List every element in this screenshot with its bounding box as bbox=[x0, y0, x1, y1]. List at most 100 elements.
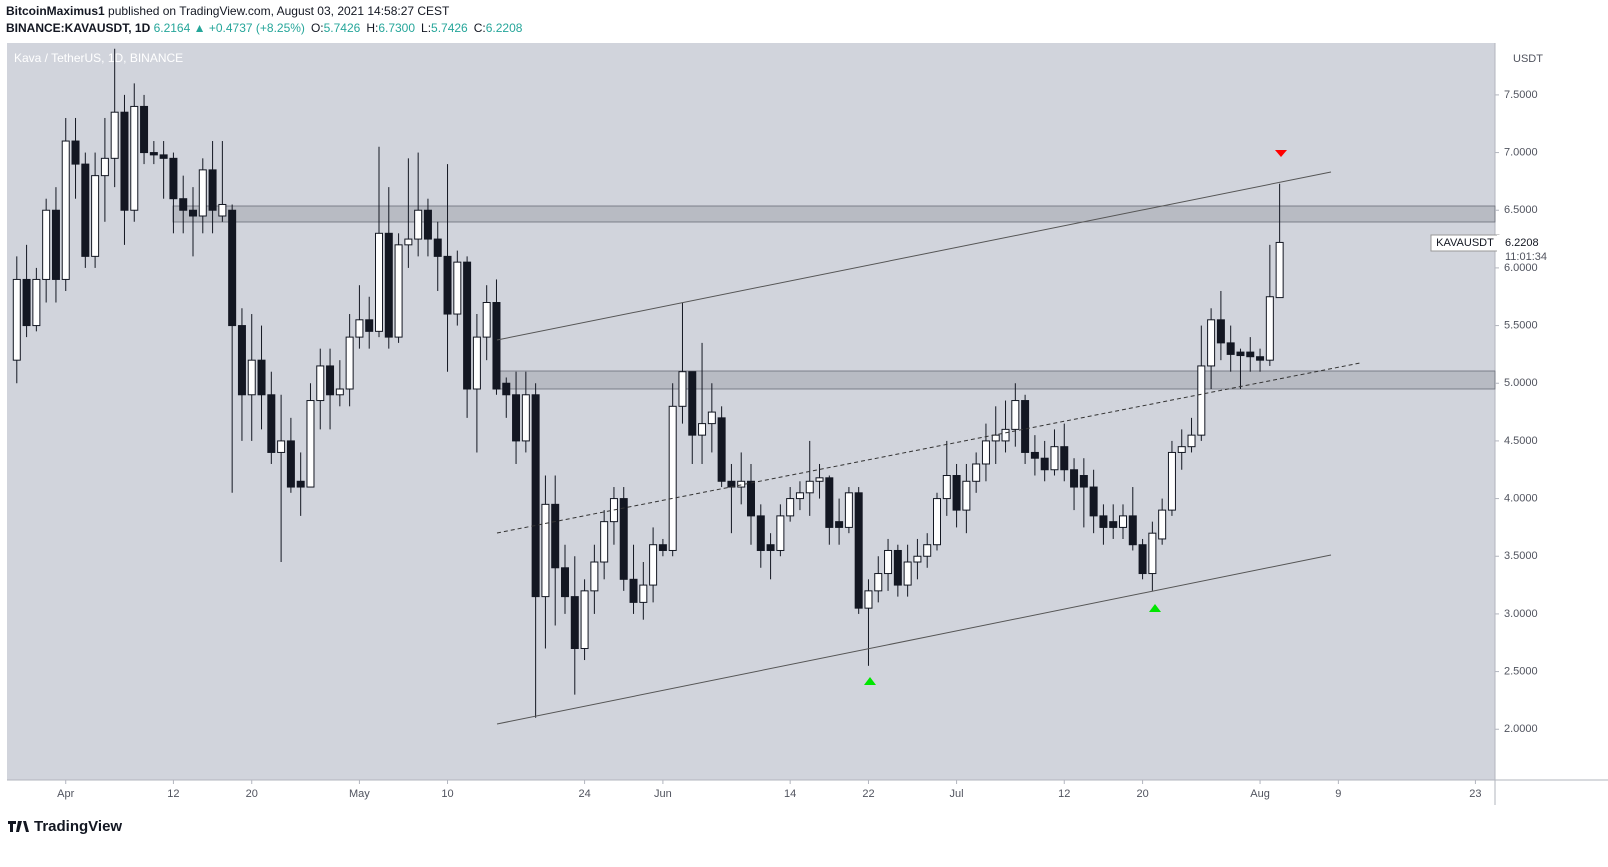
candle-body bbox=[1177, 446, 1186, 453]
candle-body bbox=[1099, 515, 1108, 528]
candle-body bbox=[639, 584, 648, 603]
x-tick-label: 12 bbox=[167, 788, 179, 800]
candle-body bbox=[179, 198, 188, 211]
candle-body bbox=[198, 169, 207, 217]
candle-body bbox=[1275, 241, 1284, 299]
y-tick-label: 7.5000 bbox=[1504, 89, 1538, 101]
candle-body bbox=[306, 400, 315, 488]
candle-body bbox=[933, 498, 941, 546]
candle-body bbox=[218, 203, 227, 217]
candle-body bbox=[1197, 365, 1206, 436]
candle-body bbox=[1128, 515, 1137, 546]
candle-body bbox=[805, 480, 814, 494]
y-tick-label: 2.5000 bbox=[1504, 665, 1538, 677]
candle-body bbox=[375, 232, 383, 332]
candle-body bbox=[815, 477, 824, 482]
candle-body bbox=[237, 325, 246, 396]
tag-countdown: 11:01:34 bbox=[1505, 251, 1547, 263]
candle-body bbox=[658, 544, 667, 551]
candle-body bbox=[884, 549, 893, 575]
plot-area bbox=[7, 43, 1495, 780]
candle-body bbox=[492, 302, 501, 390]
candle-body bbox=[1158, 509, 1167, 540]
bullish-marker bbox=[864, 677, 876, 685]
candle-body bbox=[267, 394, 276, 453]
x-tick-label: 23 bbox=[1469, 788, 1481, 800]
candle-body bbox=[649, 544, 658, 586]
candle-body bbox=[629, 578, 638, 603]
candle-body bbox=[149, 152, 158, 156]
candle-body bbox=[942, 475, 951, 500]
y-tick-label: 4.5000 bbox=[1504, 435, 1538, 447]
candle-body bbox=[100, 157, 109, 177]
candle-body bbox=[619, 498, 628, 580]
tag-price: 6.2208 bbox=[1505, 237, 1539, 249]
y-tick-label: 3.0000 bbox=[1504, 608, 1538, 620]
candle-body bbox=[208, 169, 217, 211]
candle-body bbox=[1119, 515, 1127, 528]
candle-body bbox=[864, 590, 873, 609]
ohlc-label: H: bbox=[366, 21, 378, 35]
publish-info: published on TradingView.com, August 03,… bbox=[108, 4, 450, 18]
candle-body bbox=[786, 498, 795, 517]
candle-body bbox=[1167, 451, 1176, 511]
up-arrow: ▲ bbox=[194, 21, 206, 35]
y-tick-label: 6.5000 bbox=[1504, 204, 1538, 216]
candle-body bbox=[561, 567, 569, 598]
x-tick-label: Apr bbox=[57, 788, 74, 800]
resistance-zone bbox=[172, 205, 1496, 223]
candle-body bbox=[795, 492, 804, 500]
candle-body bbox=[140, 105, 149, 154]
candle-body bbox=[835, 521, 844, 528]
candle-body bbox=[1187, 434, 1196, 448]
candle-body bbox=[1226, 342, 1235, 355]
x-tick-label: May bbox=[349, 788, 370, 800]
y-tick-label: 7.0000 bbox=[1504, 146, 1538, 158]
x-tick-label: Jul bbox=[950, 788, 964, 800]
candle-body bbox=[541, 503, 550, 598]
candle-body bbox=[1011, 400, 1020, 430]
last-price: 6.2164 bbox=[154, 21, 191, 35]
ohlc-label: O: bbox=[311, 21, 324, 35]
candle-body bbox=[394, 244, 403, 338]
candle-body bbox=[71, 140, 80, 165]
candle-body bbox=[1265, 296, 1274, 361]
candle-body bbox=[991, 434, 1000, 442]
x-tick-label: 24 bbox=[578, 788, 590, 800]
candle-body bbox=[678, 371, 687, 407]
channel-lower bbox=[496, 554, 1332, 725]
candle-body bbox=[32, 278, 41, 327]
candle-body bbox=[766, 544, 775, 551]
candle-body bbox=[903, 561, 912, 586]
candle-body bbox=[688, 371, 697, 436]
candle-body bbox=[707, 411, 716, 425]
y-tick-label: 3.5000 bbox=[1504, 550, 1538, 562]
candle-body bbox=[12, 278, 21, 361]
candle-body bbox=[962, 480, 971, 511]
y-tick-label: 4.0000 bbox=[1504, 492, 1538, 504]
candle-body bbox=[130, 105, 139, 211]
candle-body bbox=[1236, 351, 1245, 357]
brand: TradingView bbox=[34, 818, 122, 835]
candle-body bbox=[747, 480, 755, 517]
candle-body bbox=[433, 238, 442, 257]
candle-body bbox=[844, 492, 853, 528]
candle-body bbox=[923, 544, 932, 557]
candle-body bbox=[668, 405, 677, 551]
candle-body bbox=[1060, 446, 1069, 471]
channel-upper bbox=[496, 171, 1332, 341]
candle-body bbox=[81, 163, 90, 257]
x-tick-label: Jun bbox=[654, 788, 672, 800]
candle-body bbox=[404, 238, 413, 246]
candle-body bbox=[335, 388, 344, 396]
quote-line: BINANCE:KAVAUSDT, 1D 6.2164 ▲ +0.4737 (+… bbox=[6, 21, 523, 35]
candle-body bbox=[580, 590, 589, 650]
y-axis-label: USDT bbox=[1513, 53, 1543, 65]
candle-body bbox=[1207, 319, 1216, 367]
candle-body bbox=[169, 157, 178, 200]
candle-body bbox=[1089, 486, 1098, 517]
candle-body bbox=[228, 209, 237, 327]
ohlc-value: 5.7426 bbox=[324, 21, 361, 35]
